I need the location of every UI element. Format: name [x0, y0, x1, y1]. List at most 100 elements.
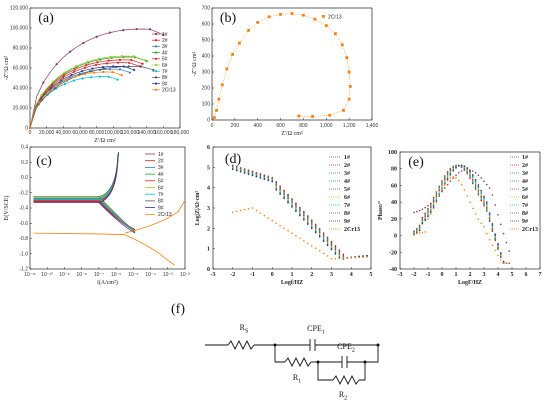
circuit-diagram: RS CPE1 R1 CPE2 R2 — [205, 323, 380, 402]
data-point-a-7 — [90, 70, 93, 73]
data-point-d-8 — [247, 173, 250, 176]
data-point-e-5 — [430, 207, 432, 210]
data-point-e-7 — [486, 202, 488, 205]
x-tick-label-e: -1 — [426, 272, 431, 278]
data-point-e-1 — [427, 207, 429, 210]
data-point-e-2 — [488, 219, 491, 222]
cpe1-label: CPE1 — [307, 324, 325, 336]
data-point-e-5 — [441, 185, 443, 188]
data-point-a-6 — [90, 76, 93, 79]
data-point-d-9 — [231, 211, 234, 213]
data-point-e-5 — [444, 180, 446, 182]
legend-marker-a-7 — [154, 76, 158, 79]
legend-label-d-8: 9# — [344, 219, 350, 225]
data-point-e-0 — [500, 223, 502, 226]
series-line-a-6 — [29, 76, 118, 129]
data-point-a-5 — [109, 55, 112, 58]
data-point-d-8 — [283, 197, 285, 200]
data-point-e-4 — [474, 184, 477, 186]
data-point-d-9 — [342, 257, 345, 260]
x-tick-label-d: 4 — [350, 272, 353, 278]
data-point-d-9 — [275, 222, 278, 224]
data-point-d-9 — [291, 232, 293, 235]
legend-label-e-1: 2# — [522, 163, 528, 169]
x-axis-label-a: Z'/Ω cm² — [94, 138, 116, 144]
data-point-e-9 — [474, 213, 477, 215]
data-point-e-7 — [474, 180, 477, 182]
data-point-a-1 — [73, 68, 77, 71]
series-line-a-9 — [29, 71, 122, 129]
y-tick-label-c: -1.2 — [19, 267, 28, 273]
data-point-d-9 — [318, 250, 321, 252]
data-point-a-9 — [65, 78, 68, 81]
data-point-e-1 — [483, 205, 485, 207]
data-point-a-9 — [38, 101, 41, 104]
data-point-a-7 — [152, 68, 155, 72]
x-tick-label-b: 800 — [299, 123, 308, 129]
data-point-e-8 — [488, 212, 491, 214]
cpe2-label: CPE2 — [337, 342, 355, 354]
data-point-d-9 — [346, 257, 349, 259]
y-tick-label-a: 20,000 — [13, 106, 29, 112]
data-point-a-4 — [116, 61, 120, 64]
legend-label-d-5: 6# — [344, 195, 350, 201]
data-point-e-6 — [491, 225, 494, 227]
data-point-e-3 — [480, 196, 483, 199]
data-point-e-2 — [469, 176, 471, 178]
data-point-e-6 — [432, 203, 435, 206]
y-tick-label-e: 40 — [391, 200, 397, 206]
data-point-b — [238, 41, 241, 45]
data-point-e-0 — [494, 204, 497, 206]
data-point-e-9 — [505, 262, 508, 264]
data-point-a-6 — [116, 78, 119, 81]
data-point-a-6 — [72, 79, 75, 82]
x-tick-label-a: 140,000 — [138, 130, 156, 136]
data-point-a-0 — [95, 35, 98, 38]
x-tick-label-e: 2 — [469, 272, 472, 278]
data-point-e-1 — [438, 185, 441, 188]
data-point-b — [328, 113, 332, 117]
y-tick-label-c: 0.2 — [21, 160, 28, 166]
data-point-e-9 — [449, 177, 452, 179]
data-point-a-8 — [133, 68, 136, 72]
data-point-b — [247, 29, 250, 32]
data-point-e-0 — [480, 177, 483, 179]
y-tick-label-a: 120,000 — [10, 6, 28, 12]
data-point-e-4 — [438, 189, 441, 192]
y-axis-label-b: -Z''/Ω cm² — [192, 52, 198, 77]
resistor-r1-label: R1 — [293, 373, 301, 385]
data-point-a-9 — [83, 72, 87, 76]
data-point-e-7 — [488, 213, 491, 216]
circuit-wire — [317, 362, 333, 381]
series-line-a-8 — [29, 66, 135, 129]
data-point-d-8 — [291, 206, 293, 208]
data-point-e-9 — [488, 238, 491, 241]
data-point-d-8 — [318, 236, 321, 238]
legend-marker-a-8 — [154, 82, 158, 85]
data-point-a-2 — [118, 68, 122, 71]
x-tick-label-b: 200 — [231, 123, 240, 129]
legend-label-a-2: 3# — [162, 44, 168, 50]
data-point-d-9 — [334, 257, 337, 260]
y-tick-label-b: 400 — [202, 54, 211, 60]
legend-label-d-9: 2Cr13 — [344, 227, 360, 233]
data-point-e-6 — [477, 186, 480, 189]
x-tick-label-c: 10⁻⁷ — [94, 272, 104, 278]
data-point-e-3 — [483, 202, 485, 205]
x-tick-label-a: 20,000 — [39, 130, 55, 136]
data-point-a-4 — [105, 62, 109, 65]
legend-label-c-3: 4# — [158, 172, 164, 178]
data-point-e-1 — [432, 196, 435, 199]
data-point-d-9 — [354, 256, 357, 259]
data-point-e-5 — [488, 216, 491, 218]
data-point-e-2 — [472, 181, 474, 184]
data-point-d-9 — [362, 256, 364, 259]
data-point-e-3 — [488, 218, 491, 220]
data-point-b — [212, 116, 216, 119]
data-point-e-7 — [444, 182, 446, 185]
data-point-e-0 — [508, 250, 511, 252]
data-point-e-4 — [427, 211, 429, 213]
data-point-e-0 — [444, 187, 446, 189]
data-point-e-0 — [483, 180, 485, 182]
data-point-e-8 — [469, 170, 471, 172]
